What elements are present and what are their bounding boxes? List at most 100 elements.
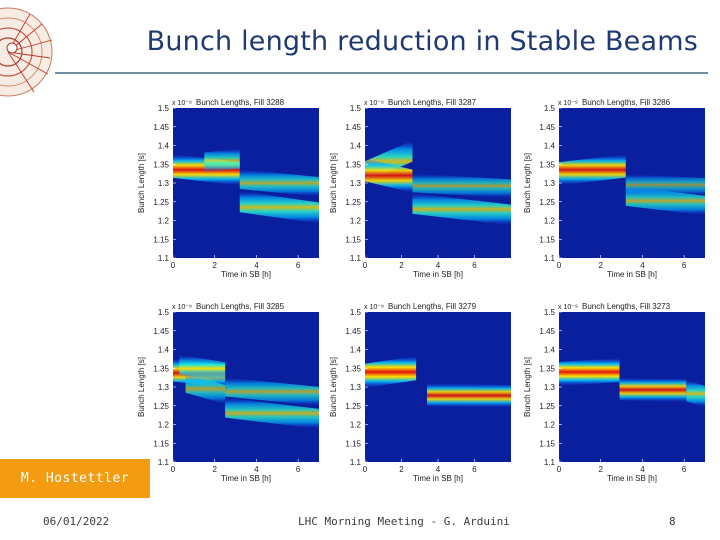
y-tick-label: 1.45 [153,123,169,132]
slide-title: Bunch length reduction in Stable Beams [146,26,698,57]
y-tick-label: 1.5 [158,104,170,113]
y-tick-label: 1.5 [158,308,170,317]
x-axis-label: Time in SB [h] [221,474,271,483]
y-tick-label: 1.2 [158,421,170,430]
x-tick-label: 0 [171,261,176,270]
y-tick-label: 1.35 [345,160,361,169]
y-tick-label: 1.3 [158,179,170,188]
y-axis-label: Bunch Length [s] [523,153,532,213]
y-tick-label: 1.5 [350,308,362,317]
heatmap-bands [173,354,319,429]
x-axis-label: Time in SB [h] [413,474,463,483]
y-tick-label: 1.25 [153,402,169,411]
y-tick-label: 1.1 [544,254,556,263]
y-tick-label: 1.25 [345,198,361,207]
footer-center: LHC Morning Meeting - G. Arduini [298,515,510,528]
heatmap-band [179,354,226,382]
y-tick-label: 1.15 [539,439,555,448]
y-tick-label: 1.4 [350,346,362,355]
y-tick-label: 1.1 [350,458,362,467]
axis-scale-note: x 10⁻⁹ [558,100,578,107]
y-tick-label: 1.4 [544,142,556,151]
y-tick-label: 1.15 [153,235,169,244]
x-tick-label: 2 [598,261,603,270]
y-tick-label: 1.15 [153,439,169,448]
y-tick-label: 1.45 [345,327,361,336]
x-tick-label: 4 [640,261,645,270]
x-tick-label: 6 [472,465,477,474]
x-tick-label: 2 [399,465,404,474]
heatmap-band [559,154,626,186]
y-tick-label: 1.4 [544,346,556,355]
x-tick-label: 4 [254,261,259,270]
x-axis-label: Time in SB [h] [221,270,271,279]
y-tick-label: 1.45 [539,327,555,336]
x-tick-label: 4 [436,465,441,474]
y-axis-label: Bunch Length [s] [329,153,338,213]
x-tick-label: 6 [296,261,301,270]
axis-scale-note: x 10⁻⁹ [364,304,384,311]
x-tick-label: 6 [682,261,687,270]
y-tick-label: 1.25 [153,198,169,207]
x-axis-label: Time in SB [h] [607,474,657,483]
chart-title: Bunch Lengths, Fill 3287 [388,98,477,107]
x-axis-label: Time in SB [h] [413,270,463,279]
axis-scale-note: x 10⁻⁹ [172,304,192,311]
y-tick-label: 1.2 [158,217,170,226]
y-tick-label: 1.35 [153,160,169,169]
x-tick-label: 4 [640,465,645,474]
author-name: M. Hostettler [20,471,130,486]
y-tick-label: 1.5 [544,308,556,317]
y-tick-label: 1.3 [158,383,170,392]
x-tick-label: 0 [363,465,368,474]
y-tick-label: 1.4 [158,346,170,355]
y-tick-label: 1.1 [158,254,170,263]
x-tick-label: 4 [436,261,441,270]
heatmap-bands [365,140,511,226]
x-tick-label: 4 [254,465,259,474]
x-tick-label: 2 [399,261,404,270]
y-tick-label: 1.45 [539,123,555,132]
heatmap-bands [365,356,511,408]
y-tick-label: 1.5 [544,104,556,113]
y-tick-label: 1.2 [544,217,556,226]
chart-title: Bunch Lengths, Fill 3285 [196,302,285,311]
y-tick-label: 1.25 [345,402,361,411]
y-tick-label: 1.25 [539,198,555,207]
heatmap-band [185,373,226,404]
axis-scale-note: x 10⁻⁹ [172,100,192,107]
heatmap-bands [173,148,319,224]
y-tick-label: 1.3 [350,179,362,188]
x-axis-label: Time in SB [h] [607,270,657,279]
chart-title: Bunch Lengths, Fill 3279 [388,302,477,311]
heatmap-band [625,186,705,216]
heatmap-band [559,358,620,386]
y-tick-label: 1.2 [350,217,362,226]
x-tick-label: 2 [212,261,217,270]
author-badge: M. Hostettler [0,459,150,498]
y-axis-label: Bunch Length [s] [137,153,146,213]
x-tick-label: 6 [682,465,687,474]
y-tick-label: 1.45 [153,327,169,336]
title-divider [55,72,708,74]
heatmap-band [412,193,511,226]
axis-scale-note: x 10⁻⁹ [558,304,578,311]
heatmap-band [365,158,413,193]
heatmap-band [686,380,705,407]
heatmap-band [427,383,511,408]
y-tick-label: 1.2 [544,421,556,430]
y-tick-label: 1.3 [544,383,556,392]
y-tick-label: 1.45 [345,123,361,132]
y-tick-label: 1.2 [350,421,362,430]
y-tick-label: 1.35 [153,364,169,373]
y-tick-label: 1.5 [350,104,362,113]
chart-title: Bunch Lengths, Fill 3273 [582,302,671,311]
y-tick-label: 1.25 [539,402,555,411]
page-number: 8 [669,515,676,528]
y-tick-label: 1.15 [539,235,555,244]
footer-date: 06/01/2022 [43,515,110,528]
y-tick-label: 1.3 [544,179,556,188]
x-tick-label: 0 [363,261,368,270]
axis-scale-note: x 10⁻⁹ [364,100,384,107]
